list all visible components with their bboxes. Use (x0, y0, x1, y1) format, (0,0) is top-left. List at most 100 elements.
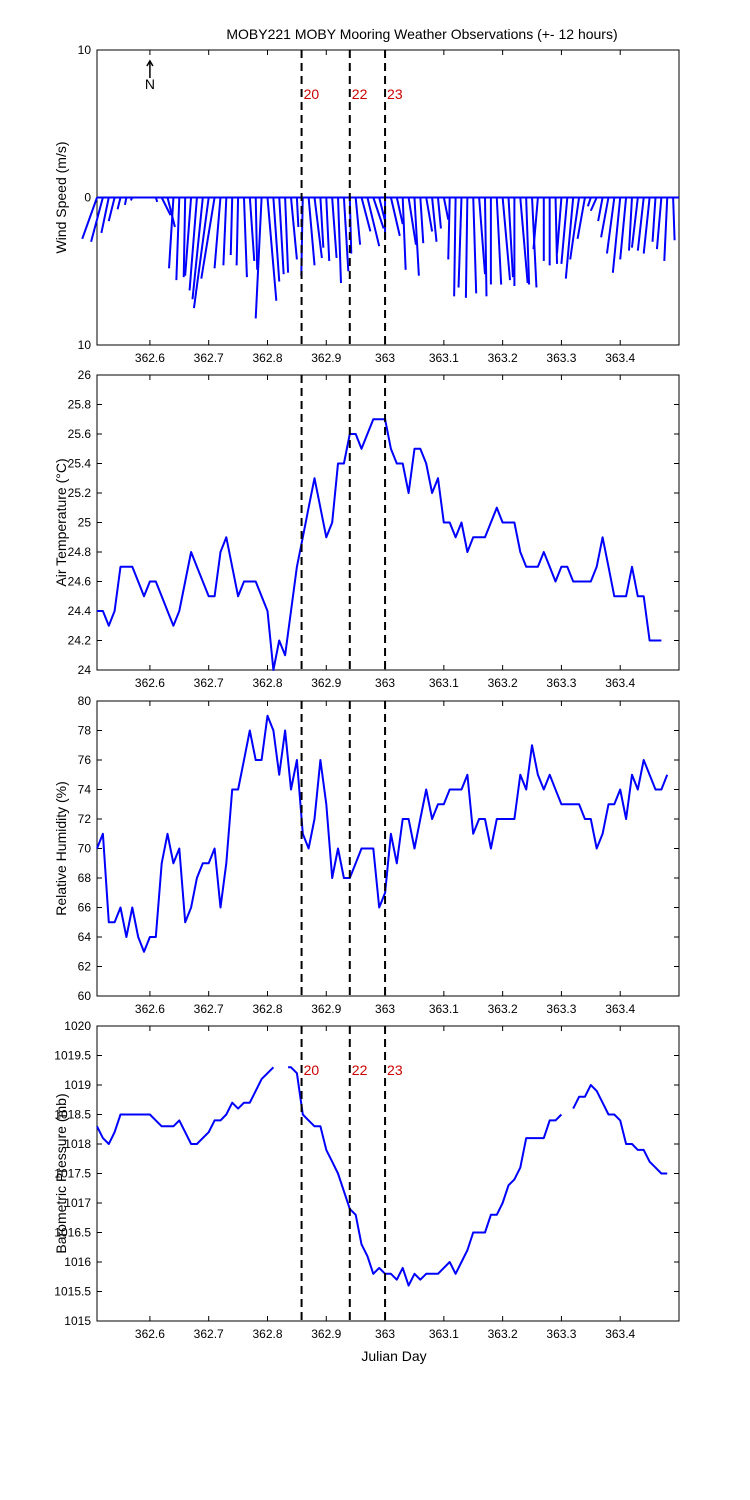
airtemp-xtick-label: 363 (375, 676, 395, 690)
humidity-xtick-label: 362.8 (252, 1002, 282, 1016)
pressure-series-line (572, 1084, 668, 1175)
pressure-series-line (96, 1066, 275, 1145)
wind-wind-stick (628, 197, 633, 251)
airtemp-xtick-label: 363.1 (429, 676, 459, 690)
wind-wind-stick (630, 197, 639, 248)
pressure-ytick-label: 1018 (64, 1137, 91, 1151)
wind-wind-stick (600, 197, 610, 238)
wind-wind-stick (532, 197, 539, 250)
wind-wind-stick (605, 197, 616, 254)
wind-xtick-label: 363.2 (488, 351, 518, 365)
pressure-xtick-label: 362.8 (252, 1327, 282, 1341)
pressure-ytick-label: 1017 (64, 1196, 91, 1210)
wind-wind-stick (636, 197, 645, 251)
wind-wind-stick (407, 197, 417, 245)
wind-wind-stick (107, 197, 116, 222)
wind-wind-stick (597, 197, 604, 222)
wind-wind-stick (116, 197, 122, 210)
wind-wind-stick (242, 197, 248, 278)
pressure-xtick-label: 363 (375, 1327, 395, 1341)
wind-wind-stick (642, 197, 651, 254)
wind-wind-stick (576, 197, 586, 239)
wind-wind-stick (272, 197, 281, 282)
airtemp-ytick-label: 25 (78, 516, 92, 530)
humidity-ytick-label: 78 (78, 724, 92, 738)
pressure-xtick-label: 362.9 (311, 1327, 341, 1341)
wind-wind-stick (401, 197, 407, 270)
pressure-ytick-label: 1016 (64, 1255, 91, 1269)
wind-wind-stick (619, 197, 628, 260)
wind-y-axis-label: Wind Speed (m/s) (53, 141, 69, 253)
wind-wind-stick (248, 197, 256, 261)
north-arrowhead-icon (146, 59, 154, 67)
airtemp-ytick-label: 24.8 (68, 545, 92, 559)
wind-xtick-label: 363.3 (546, 351, 576, 365)
airtemp-y-axis-label: Air Temperature (°C) (53, 458, 69, 586)
humidity-xtick-label: 363 (375, 1002, 395, 1016)
wind-wind-stick (319, 197, 325, 248)
wind-wind-stick (337, 197, 342, 284)
pressure-marker-label: 20 (304, 1062, 320, 1078)
wind-wind-stick (90, 197, 104, 243)
wind-wind-stick (200, 197, 216, 279)
wind-wind-stick (413, 197, 420, 276)
humidity-series-line (96, 714, 669, 953)
wind-xtick-label: 363 (375, 351, 395, 365)
humidity-xtick-label: 363.1 (429, 1002, 459, 1016)
humidity-ytick-label: 60 (78, 989, 92, 1003)
wind-wind-stick (525, 197, 531, 285)
humidity-ytick-label: 62 (78, 960, 92, 974)
wind-wind-stick (229, 197, 234, 256)
humidity-xtick-label: 363.3 (546, 1002, 576, 1016)
airtemp-ytick-label: 25.2 (68, 486, 92, 500)
airtemp-panel: 24 24.2 24.4 24.6 24.8 25 25.2 25.4 25.6 25.8 26 36… (53, 368, 680, 690)
wind-xtick-label: 362.7 (194, 351, 224, 365)
airtemp-xtick-label: 362.6 (135, 676, 165, 690)
wind-wind-stick (160, 197, 172, 216)
airtemp-xtick-label: 362.7 (194, 676, 224, 690)
airtemp-ytick-label: 24.4 (68, 604, 92, 618)
wind-xtick-label: 363.4 (605, 351, 635, 365)
humidity-ytick-label: 64 (78, 930, 92, 944)
wind-wind-stick (191, 197, 204, 300)
wind-wind-stick (366, 197, 381, 247)
airtemp-axes-box (96, 374, 680, 671)
airtemp-ytick-label: 24 (78, 663, 92, 677)
wind-wind-stick (453, 197, 457, 297)
wind-wind-stick (586, 197, 592, 207)
wind-ytick-label: 10 (78, 43, 92, 57)
airtemp-ytick-label: 26 (78, 368, 92, 382)
wind-wind-stick (464, 197, 469, 298)
pressure-ytick-label: 1019 (64, 1078, 91, 1092)
panels: 10 0 10 362.6 362.7 362.8 362.9 363 363.1 363.2 36… (53, 43, 680, 1341)
humidity-xtick-label: 363.4 (605, 1002, 635, 1016)
wind-wind-stick (556, 197, 563, 254)
humidity-xtick-label: 363.2 (488, 1002, 518, 1016)
pressure-xtick-label: 363.3 (546, 1327, 576, 1341)
wind-wind-stick (154, 197, 159, 203)
wind-wind-stick (192, 197, 210, 309)
wind-wind-stick (472, 197, 478, 294)
pressure-ytick-label: 1015 (64, 1314, 91, 1328)
pressure-marker-label: 23 (387, 1062, 403, 1078)
wind-ytick-label: 0 (84, 191, 91, 205)
humidity-axes-box (96, 700, 680, 997)
humidity-ytick-label: 76 (78, 753, 92, 767)
wind-wind-stick (372, 197, 385, 229)
humidity-xtick-label: 362.7 (194, 1002, 224, 1016)
wind-wind-stick (184, 197, 193, 276)
humidity-y-axis-label: Relative Humidity (%) (53, 781, 69, 916)
wind-wind-stick (360, 197, 372, 232)
wind-wind-stick (651, 197, 657, 242)
wind-wind-stick (222, 197, 228, 266)
wind-marker-label: 23 (387, 86, 403, 102)
pressure-ytick-label: 1019.5 (54, 1049, 91, 1063)
wind-wind-stick (123, 197, 128, 206)
wind-wind-stick (81, 197, 98, 240)
wind-wind-stick (501, 197, 512, 281)
wind-wind-stick (507, 197, 514, 278)
humidity-ytick-label: 72 (78, 812, 92, 826)
wind-ytick-label: 10 (78, 338, 92, 352)
wind-wind-stick (290, 197, 298, 260)
